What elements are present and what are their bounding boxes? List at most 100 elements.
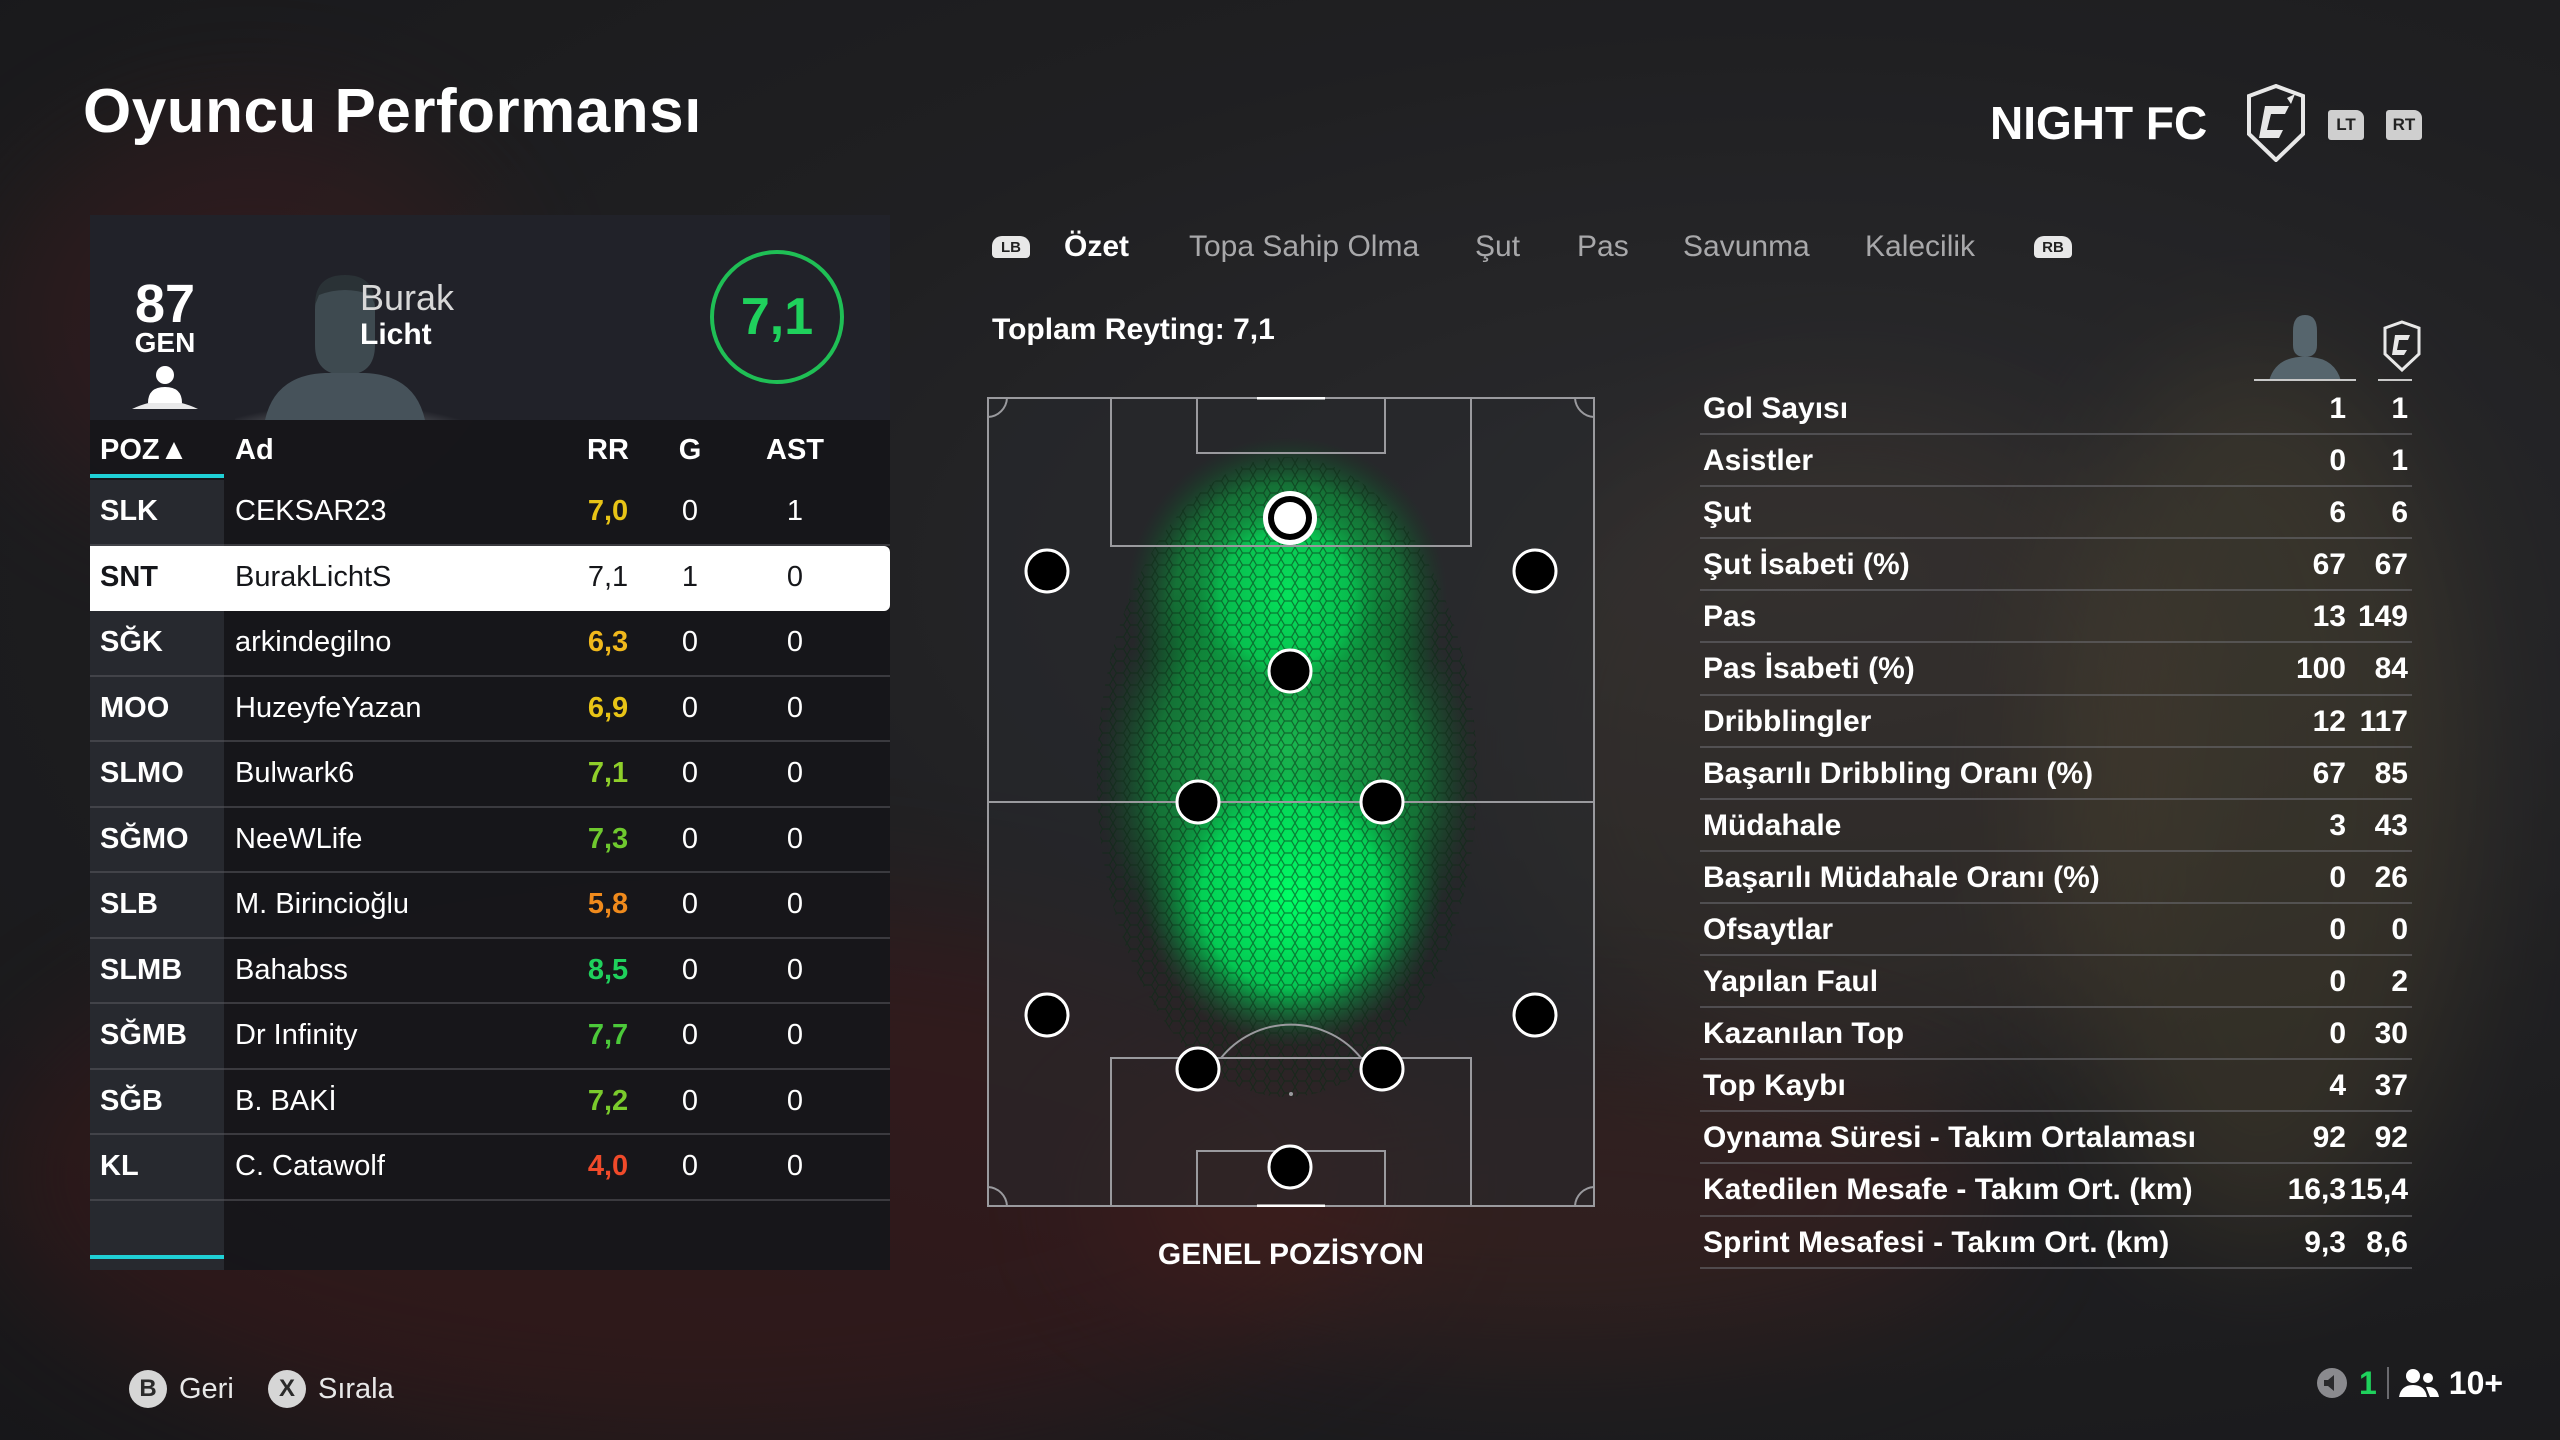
stat-team-value: 15,4: [2349, 1173, 2408, 1207]
stat-player-value: 67: [2312, 548, 2346, 582]
stat-team-value: 26: [2374, 860, 2408, 894]
rb-bumper-button[interactable]: RB: [2034, 236, 2072, 258]
total-rating: Toplam Reyting: 7,1: [992, 313, 1275, 346]
player-marker: [1175, 1046, 1221, 1092]
row-goals: 0: [681, 495, 699, 527]
stat-team-value: 85: [2374, 756, 2408, 790]
table-row[interactable]: MOO HuzeyfeYazan 6,9 0 0: [90, 677, 890, 742]
team-column-underline: [2378, 379, 2412, 381]
tab-pas[interactable]: Pas: [1577, 230, 1629, 263]
row-assists: 0: [786, 560, 804, 593]
stat-team-value: 8,6: [2366, 1225, 2408, 1259]
stat-player-value: 0: [2329, 912, 2346, 946]
table-row[interactable]: SĞK arkindegilno 6,3 0 0: [90, 611, 890, 677]
table-row[interactable]: SLMB Bahabss 8,5 0 0: [90, 939, 890, 1004]
row-assists: 0: [786, 626, 804, 658]
header-pos[interactable]: POZ▲: [100, 434, 189, 466]
stat-label: Gol Sayısı: [1703, 392, 1849, 425]
player-column-underline: [2254, 379, 2356, 381]
row-rating: 6,3: [587, 626, 629, 658]
page-title: Oyuncu Performansı: [83, 77, 702, 146]
row-assists: 0: [786, 757, 804, 789]
sort-indicator-underline: [90, 474, 224, 478]
party-count: 10+: [2448, 1364, 2504, 1401]
back-button-glyph[interactable]: B: [129, 1370, 167, 1408]
table-row[interactable]: KL C. Catawolf 4,0 0 0: [90, 1135, 890, 1201]
row-pos: SĞMB: [100, 1019, 187, 1051]
stat-label: Müdahale: [1703, 808, 1842, 842]
tab-kalecilik[interactable]: Kalecilik: [1865, 230, 1976, 263]
row-rating: 7,2: [587, 1084, 629, 1117]
player-marker: [1359, 1046, 1405, 1092]
stat-team-value: 37: [2374, 1069, 2408, 1103]
stat-label: Pas İsabeti (%): [1703, 652, 1915, 686]
stat-label: Oynama Süresi - Takım Ortalaması: [1703, 1121, 2196, 1155]
stat-team-value: 0: [2391, 912, 2408, 946]
stat-team-value: 6: [2391, 496, 2408, 530]
tab-ozet[interactable]: Özet: [1064, 230, 1130, 263]
footer-divider: [2386, 1367, 2389, 1399]
table-header: POZ▲ Ad RR G AST: [90, 420, 890, 480]
table-row[interactable]: SLK CEKSAR23 7,0 0 1: [90, 480, 890, 546]
row-pos: SLB: [100, 888, 158, 920]
tab-topa-sahip-olma[interactable]: Topa Sahip Olma: [1189, 230, 1420, 263]
header-assists[interactable]: AST: [766, 434, 824, 466]
table-row-selected[interactable]: SNT BurakLichtS 7,1 1 0: [90, 545, 890, 611]
header-name[interactable]: Ad: [235, 434, 274, 466]
stat-label: Kazanılan Top: [1703, 1017, 1905, 1051]
sort-button-glyph[interactable]: X: [268, 1370, 306, 1408]
heatmap-area: [1097, 437, 1477, 1097]
row-pos: SNT: [100, 560, 158, 593]
row-goals: 1: [681, 560, 699, 593]
stat-row: Şut İsabeti (%) 67 67: [1700, 539, 2412, 592]
stat-label: Başarılı Dribbling Oranı (%): [1703, 756, 2094, 790]
back-button-label[interactable]: Geri: [179, 1373, 234, 1405]
tab-savunma[interactable]: Savunma: [1683, 230, 1810, 263]
stat-team-value: 1: [2391, 444, 2408, 478]
stat-player-value: 13: [2312, 600, 2346, 634]
header-goals[interactable]: G: [678, 434, 702, 466]
row-name: Dr Infinity: [235, 1019, 358, 1051]
player-overall: 87: [134, 274, 196, 334]
lt-trigger-button[interactable]: LT: [2328, 110, 2364, 140]
row-name: BurakLichtS: [235, 560, 392, 593]
position-heatmap-pitch: [987, 397, 1595, 1207]
stat-player-value: 0: [2329, 965, 2346, 999]
rt-trigger-button[interactable]: RT: [2386, 110, 2422, 140]
position-column-underline: [90, 1255, 224, 1259]
player-marker: [1359, 779, 1405, 825]
row-goals: 0: [681, 691, 699, 724]
row-name: B. BAKİ: [235, 1084, 337, 1117]
pitch-label: GENEL POZİSYON: [1157, 1238, 1425, 1271]
row-rating: 4,0: [587, 1150, 629, 1182]
row-pos: SĞB: [100, 1084, 163, 1117]
stat-team-value: 67: [2374, 548, 2408, 582]
row-pos: SĞK: [100, 626, 163, 658]
lb-bumper-button[interactable]: LB: [992, 236, 1030, 258]
night-fc-crest-icon: [2247, 84, 2305, 162]
row-goals: 0: [681, 1084, 699, 1117]
stat-row: Müdahale 3 43: [1700, 800, 2412, 852]
row-name: HuzeyfeYazan: [235, 691, 422, 724]
header-rr[interactable]: RR: [587, 434, 629, 466]
voice-count: 1: [2359, 1364, 2377, 1401]
table-row[interactable]: SĞB B. BAKİ 7,2 0 0: [90, 1070, 890, 1135]
player-overall-label: GEN: [134, 327, 196, 358]
stat-label: Sprint Mesafesi - Takım Ort. (km): [1703, 1225, 2170, 1259]
stat-row: Ofsaytlar 0 0: [1700, 904, 2412, 957]
row-goals: 0: [681, 822, 699, 855]
player-marker: [1175, 779, 1221, 825]
stats-list: Gol Sayısı 1 1 Asistler 0 1 Şut 6 6 Şut İsabet…: [1700, 383, 2412, 1269]
stat-player-value: 16,3: [2287, 1173, 2346, 1207]
row-assists: 0: [786, 953, 804, 986]
row-rating: 6,9: [587, 691, 629, 724]
table-row[interactable]: SĞMO NeeWLife 7,3 0 0: [90, 808, 890, 873]
sort-button-label[interactable]: Sırala: [318, 1373, 394, 1405]
stat-player-value: 0: [2329, 860, 2346, 894]
table-row[interactable]: SLMO Bulwark6 7,1 0 0: [90, 742, 890, 808]
table-row[interactable]: SLB M. Birincioğlu 5,8 0 0: [90, 873, 890, 939]
stat-label: Asistler: [1703, 444, 1814, 478]
table-row[interactable]: SĞMB Dr Infinity 7,7 0 0: [90, 1004, 890, 1070]
row-goals: 0: [681, 626, 699, 658]
tab-sut[interactable]: Şut: [1475, 230, 1521, 263]
